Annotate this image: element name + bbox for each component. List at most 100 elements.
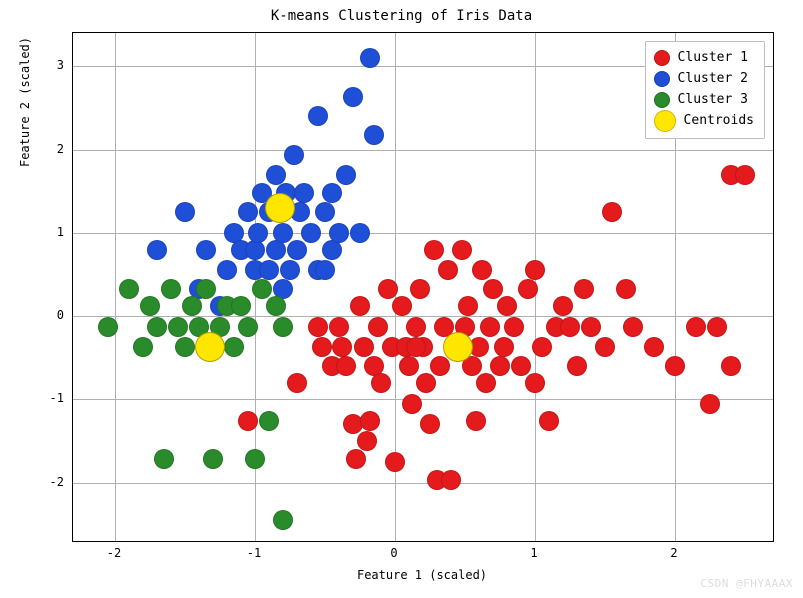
data-point [322,183,342,203]
data-point [438,260,458,280]
ytick-label: 2 [57,142,64,156]
data-point [280,260,300,280]
data-point [490,356,510,376]
data-point [511,356,531,376]
data-point [175,202,195,222]
data-point [182,296,202,316]
data-point [466,411,486,431]
gridline-horizontal [73,150,773,151]
data-point [364,125,384,145]
data-point [581,317,601,337]
data-point [616,279,636,299]
y-axis-label: Feature 2 (scaled) [18,0,32,356]
xtick-label: 2 [670,546,677,560]
xtick-label: 0 [390,546,397,560]
data-point [147,240,167,260]
data-point [441,470,461,490]
data-point [315,202,335,222]
data-point [332,337,352,357]
data-point [196,240,216,260]
centroid-point [195,332,225,362]
data-point [312,337,332,357]
legend-marker-icon [654,110,676,132]
data-point [567,356,587,376]
data-point [154,449,174,469]
data-point [175,337,195,357]
data-point [224,337,244,357]
gridline-horizontal [73,233,773,234]
data-point [329,223,349,243]
data-point [406,317,426,337]
data-point [644,337,664,357]
data-point [665,356,685,376]
data-point [147,317,167,337]
data-point [402,394,422,414]
data-point [259,411,279,431]
data-point [329,317,349,337]
data-point [217,260,237,280]
data-point [287,240,307,260]
data-point [532,337,552,357]
data-point [406,337,426,357]
gridline-horizontal [73,483,773,484]
data-point [287,373,307,393]
data-point [392,296,412,316]
data-point [721,356,741,376]
data-point [504,317,524,337]
data-point [410,279,430,299]
data-point [525,260,545,280]
data-point [231,296,251,316]
data-point [360,48,380,68]
ytick-label: 1 [57,225,64,239]
legend-marker-icon [654,50,670,66]
legend-item: Centroids [654,110,754,132]
data-point [161,279,181,299]
data-point [168,317,188,337]
gridline-vertical [115,33,116,541]
legend: Cluster 1Cluster 2Cluster 3Centroids [645,41,765,139]
xtick-label: 1 [530,546,537,560]
data-point [140,296,160,316]
data-point [336,165,356,185]
xtick-label: -2 [107,546,121,560]
legend-label: Centroids [684,111,754,132]
data-point [539,411,559,431]
data-point [259,260,279,280]
data-point [350,223,370,243]
data-point [266,296,286,316]
data-point [480,317,500,337]
xtick-label: -1 [247,546,261,560]
data-point [354,337,374,357]
data-point [336,356,356,376]
data-point [248,223,268,243]
data-point [238,317,258,337]
data-point [385,452,405,472]
gridline-horizontal [73,399,773,400]
data-point [623,317,643,337]
data-point [476,373,496,393]
data-point [574,279,594,299]
legend-marker-icon [654,92,670,108]
data-point [525,373,545,393]
data-point [308,106,328,126]
ytick-label: 3 [57,58,64,72]
ytick-label: -1 [50,391,64,405]
legend-marker-icon [654,71,670,87]
data-point [399,356,419,376]
legend-label: Cluster 3 [678,90,748,111]
data-point [560,317,580,337]
data-point [346,449,366,469]
data-point [252,279,272,299]
data-point [686,317,706,337]
chart-title: K-means Clustering of Iris Data [0,8,803,24]
data-point [350,296,370,316]
watermark: CSDN @FHYAAAX [700,577,793,590]
data-point [343,87,363,107]
data-point [497,296,517,316]
data-point [360,411,380,431]
legend-item: Cluster 3 [654,90,754,111]
legend-item: Cluster 2 [654,69,754,90]
data-point [553,296,573,316]
centroid-point [443,332,473,362]
data-point [301,223,321,243]
